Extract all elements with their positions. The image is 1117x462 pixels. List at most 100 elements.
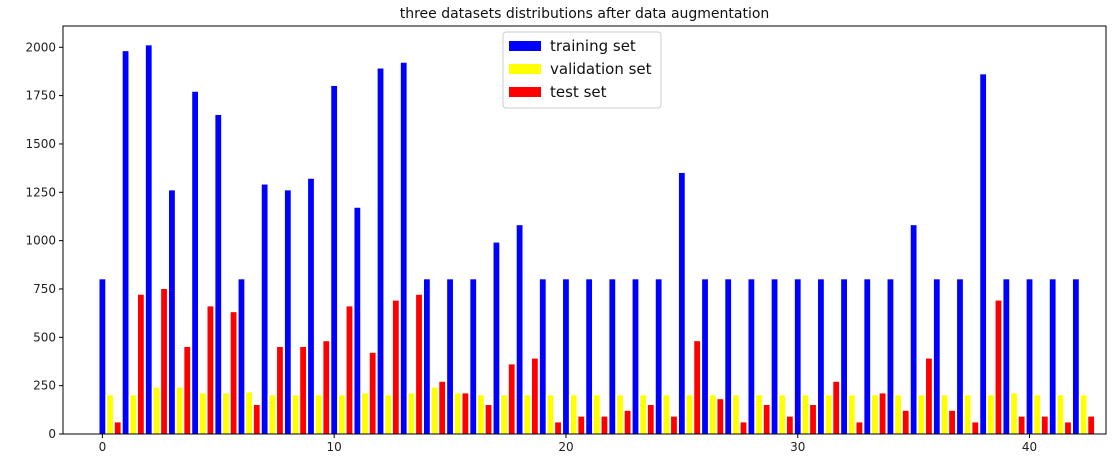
bar-training-set-19 (539, 279, 546, 434)
x-tick-label: 30 (790, 440, 805, 454)
x-tick-label: 0 (99, 440, 107, 454)
bar-validation-set-26 (709, 395, 716, 434)
bar-test-set-6 (253, 405, 260, 434)
bar-validation-set-31 (825, 395, 832, 434)
y-tick-label: 0 (48, 427, 56, 441)
bar-training-set-25 (678, 172, 685, 434)
x-tick-label: 10 (327, 440, 342, 454)
bar-test-set-16 (485, 405, 492, 434)
bar-validation-set-20 (570, 395, 577, 434)
bar-test-set-1 (137, 294, 144, 434)
bar-test-set-29 (786, 416, 793, 434)
bar-training-set-37 (957, 279, 963, 434)
legend-swatch-test-set (509, 87, 541, 97)
bar-training-set-10 (331, 85, 338, 434)
bar-test-set-39 (1018, 416, 1025, 434)
x-tick-label: 20 (558, 440, 573, 454)
bar-training-set-9 (308, 178, 314, 434)
bar-validation-set-1 (130, 395, 137, 434)
bar-validation-set-2 (153, 387, 160, 434)
y-tick-label: 1000 (25, 234, 56, 248)
bar-training-set-18 (516, 225, 523, 434)
bar-validation-set-30 (802, 395, 809, 434)
legend-label-training-set: training set (550, 37, 636, 55)
bar-test-set-21 (601, 416, 608, 434)
bar-training-set-13 (400, 62, 407, 435)
bar-validation-set-17 (501, 395, 507, 434)
bar-training-set-22 (609, 279, 616, 434)
bar-training-set-26 (702, 279, 708, 434)
bar-test-set-4 (207, 306, 214, 434)
bar-validation-set-4 (199, 393, 206, 434)
bar-validation-set-28 (756, 395, 762, 434)
y-tick-label: 1750 (25, 89, 56, 103)
y-axis: 0 250 500 750 1000 1250 1500 1750 2000 (25, 40, 63, 441)
bar-validation-set-27 (732, 395, 739, 434)
bar-training-set-32 (841, 279, 847, 434)
bar-validation-set-42 (1080, 395, 1087, 434)
bar-test-set-18 (532, 358, 538, 434)
bar-training-set-28 (748, 279, 755, 434)
bar-training-set-39 (1003, 279, 1010, 434)
bar-training-set-14 (423, 279, 430, 434)
bar-training-set-16 (470, 279, 477, 434)
bar-validation-set-25 (686, 395, 693, 434)
bar-test-set-31 (833, 381, 840, 434)
bar-training-set-15 (447, 279, 453, 434)
bar-training-set-41 (1049, 279, 1056, 434)
bar-training-set-33 (864, 279, 871, 434)
y-tick-label: 500 (33, 330, 56, 344)
bar-training-set-6 (238, 279, 245, 434)
bar-test-set-23 (647, 405, 654, 434)
bar-validation-set-9 (315, 395, 322, 434)
x-tick-label: 40 (1022, 440, 1037, 454)
y-tick-label: 1500 (25, 137, 56, 151)
bar-test-set-17 (508, 364, 515, 434)
bar-test-set-10 (346, 306, 353, 434)
legend-box (502, 31, 662, 109)
bar-training-set-7 (261, 184, 268, 434)
bar-training-set-23 (632, 279, 639, 434)
bar-validation-set-24 (663, 395, 670, 434)
bar-validation-set-35 (918, 395, 925, 434)
bar-validation-set-10 (338, 395, 345, 434)
bar-test-set-37 (972, 422, 979, 434)
legend: training set validation set test set (502, 31, 662, 109)
bar-test-set-20 (578, 416, 585, 434)
bar-test-set-22 (624, 410, 631, 434)
bar-validation-set-34 (895, 395, 901, 434)
bar-validation-set-23 (640, 395, 647, 434)
bar-test-set-24 (671, 416, 677, 434)
bar-test-set-7 (277, 346, 283, 434)
bar-validation-set-38 (987, 395, 994, 434)
bar-test-set-41 (1065, 422, 1071, 434)
bar-validation-set-32 (848, 395, 855, 434)
bar-test-set-13 (416, 294, 422, 434)
bar-test-set-40 (1041, 416, 1048, 434)
bar-training-set-21 (586, 279, 593, 434)
bar-training-set-2 (145, 45, 152, 435)
bar-training-set-40 (1026, 279, 1033, 434)
y-tick-label: 750 (33, 282, 56, 296)
bar-validation-set-33 (872, 395, 878, 434)
bar-test-set-19 (555, 422, 561, 434)
bar-training-set-12 (377, 68, 384, 434)
bar-validation-set-21 (593, 395, 600, 434)
bar-training-set-4 (192, 91, 199, 435)
chart-title: three datasets distributions after data … (400, 6, 770, 22)
y-tick-label: 1250 (25, 185, 56, 199)
bar-validation-set-37 (964, 395, 971, 434)
bar-validation-set-14 (431, 387, 438, 434)
bar-test-set-32 (856, 422, 863, 434)
bar-validation-set-6 (246, 392, 253, 434)
bar-test-set-12 (392, 300, 399, 434)
bar-validation-set-39 (1011, 393, 1017, 434)
bar-training-set-5 (215, 114, 222, 434)
bar-test-set-3 (184, 346, 191, 434)
bar-validation-set-40 (1034, 395, 1041, 434)
plot-frame (62, 25, 1107, 435)
bar-validation-set-41 (1057, 395, 1064, 434)
bar-test-set-8 (300, 346, 307, 434)
bar-validation-set-7 (269, 395, 276, 434)
